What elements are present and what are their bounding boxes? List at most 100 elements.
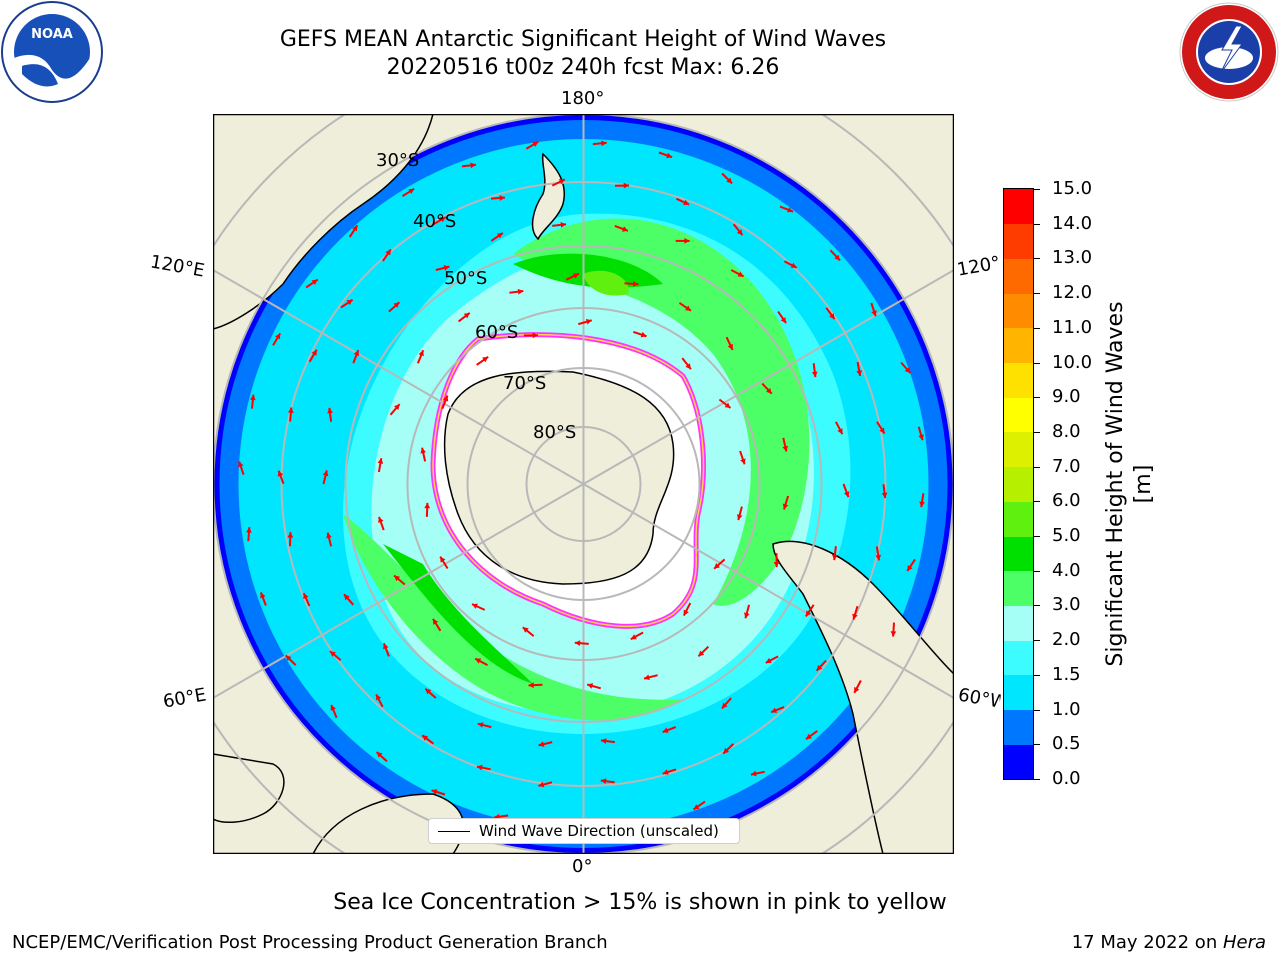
colorbar-tick xyxy=(1034,570,1040,572)
wave-direction-arrowhead xyxy=(662,727,669,733)
wave-direction-arrowhead xyxy=(805,610,812,617)
wave-direction-arrowhead xyxy=(854,686,860,693)
colorbar-tick-label: 3.0 xyxy=(1052,594,1081,616)
wave-direction-arrowhead xyxy=(422,735,429,741)
wave-direction-arrowhead xyxy=(522,627,529,633)
wave-direction-arrowhead xyxy=(246,527,252,533)
wave-direction-arrowhead xyxy=(630,634,637,640)
wave-direction-arrowhead xyxy=(538,741,545,747)
lat-label-80s: 80°S xyxy=(533,422,577,443)
wave-direction-arrowhead xyxy=(744,612,750,619)
colorbar-segment xyxy=(1004,501,1033,537)
wave-direction-arrowhead xyxy=(532,141,539,147)
wave-direction-arrowhead xyxy=(890,631,897,637)
wave-direction-arrowhead xyxy=(385,249,391,256)
wave-direction-arrowhead xyxy=(499,195,505,201)
colorbar-tick-label: 5.0 xyxy=(1052,525,1081,547)
wave-direction-arrowhead xyxy=(558,179,565,185)
wave-direction-arrowhead xyxy=(311,349,317,356)
colorbar-tick xyxy=(1034,362,1040,364)
wave-direction-arrowhead xyxy=(440,556,446,563)
noaa-logo: NOAA xyxy=(1,1,103,103)
wave-direction-arrowhead xyxy=(852,613,858,620)
colorbar-tick-label: 6.0 xyxy=(1052,490,1081,512)
colorbar-segment xyxy=(1004,327,1033,364)
wave-direction-arrowhead xyxy=(740,458,746,465)
colorbar-tick-label: 8.0 xyxy=(1052,420,1081,442)
colorbar-segment xyxy=(1004,293,1033,329)
wave-direction-arrowhead xyxy=(420,447,426,454)
wave-direction-arrowhead xyxy=(683,609,689,616)
wave-direction-arrowhead xyxy=(587,683,594,689)
colorbar-tick-label: 10.0 xyxy=(1052,351,1093,373)
wave-direction-arrowhead xyxy=(326,532,332,539)
wave-direction-arrowhead xyxy=(532,332,538,339)
wave-direction-arrowhead xyxy=(919,501,925,508)
wave-direction-arrowhead xyxy=(528,682,534,689)
colorbar-tick xyxy=(1034,744,1040,746)
colorbar-segment xyxy=(1004,397,1033,433)
wave-direction-arrowhead xyxy=(780,317,787,324)
wave-direction-arrowhead xyxy=(837,428,843,435)
sea-ice-note: Sea Ice Concentration > 15% is shown in … xyxy=(333,890,947,915)
wave-direction-arrowhead xyxy=(644,674,650,681)
legend-line-icon xyxy=(438,831,470,832)
wave-direction-arrowhead xyxy=(376,752,383,758)
colorbar-tick xyxy=(1034,605,1040,607)
footer-date: 17 May 2022 on Hera xyxy=(1072,932,1266,953)
wave-direction-arrowhead xyxy=(736,514,743,521)
footer-credit: NCEP/EMC/Verification Post Processing Pr… xyxy=(12,932,608,953)
colorbar-tick xyxy=(1034,431,1040,433)
colorbar-tick-label: 1.0 xyxy=(1052,698,1081,720)
wave-direction-arrowhead xyxy=(773,561,780,568)
wave-direction-arrowhead xyxy=(904,367,911,373)
wave-direction-arrowhead xyxy=(287,532,294,538)
colorbar-segment xyxy=(1004,709,1033,745)
colorbar-tick-label: 12.0 xyxy=(1052,282,1093,304)
wave-direction-arrowhead xyxy=(765,657,772,663)
wave-direction-arrowhead xyxy=(277,470,284,477)
wave-direction-arrowhead xyxy=(424,502,431,509)
wave-direction-arrowhead xyxy=(771,707,777,713)
colorbar-segment xyxy=(1004,744,1033,780)
colorbar-tick-label: 4.0 xyxy=(1052,559,1081,581)
wave-direction-arrowhead xyxy=(327,407,333,414)
wave-direction-arrowhead xyxy=(477,722,484,728)
wave-direction-arrowhead xyxy=(600,778,607,784)
colorbar-segment xyxy=(1004,640,1033,676)
wave-direction-arrowhead xyxy=(879,427,885,434)
lon-label-60e: 60°E xyxy=(161,684,208,713)
wave-direction-arrowhead xyxy=(790,262,797,268)
wave-direction-arrowhead xyxy=(600,738,607,744)
wave-direction-arrowhead xyxy=(871,310,877,317)
wave-direction-arrowhead xyxy=(750,770,757,777)
wave-direction-arrowhead xyxy=(288,407,294,413)
chart-title: GEFS MEAN Antarctic Significant Height o… xyxy=(233,26,933,82)
wave-direction-arrowhead xyxy=(640,331,647,338)
colorbar-tick xyxy=(1034,501,1040,503)
wave-direction-arrowhead xyxy=(662,769,669,775)
wave-direction-arrowhead xyxy=(330,651,336,657)
colorbar-segment xyxy=(1004,570,1033,606)
wave-direction-arrowhead xyxy=(766,387,772,394)
wave-direction-arrowhead xyxy=(685,363,691,370)
colorbar-tick xyxy=(1034,223,1040,225)
wave-direction-arrowhead xyxy=(275,333,281,340)
wave-direction-arrowhead xyxy=(666,152,673,159)
wave-direction-arrowhead xyxy=(685,305,691,311)
wave-direction-arrowhead xyxy=(394,404,400,410)
colorbar-tick-label: 1.5 xyxy=(1052,663,1081,685)
colorbar-tick xyxy=(1034,189,1040,190)
wave-direction-arrowhead xyxy=(834,254,840,261)
legend-label: Wind Wave Direction (unscaled) xyxy=(479,822,719,840)
lat-label-70s: 70°S xyxy=(503,373,547,394)
colorbar-tick-label: 2.0 xyxy=(1052,629,1081,651)
wave-direction-arrowhead xyxy=(829,313,835,320)
wave-direction-arrowhead xyxy=(322,470,329,477)
wave-direction-arrowhead xyxy=(496,233,503,239)
wave-direction-arrowhead xyxy=(418,350,424,357)
footer-date-text: 17 May 2022 on xyxy=(1071,932,1223,953)
wave-direction-arrowhead xyxy=(470,162,476,169)
colorbar-tick xyxy=(1034,536,1040,538)
wave-direction-arrowhead xyxy=(560,222,567,228)
